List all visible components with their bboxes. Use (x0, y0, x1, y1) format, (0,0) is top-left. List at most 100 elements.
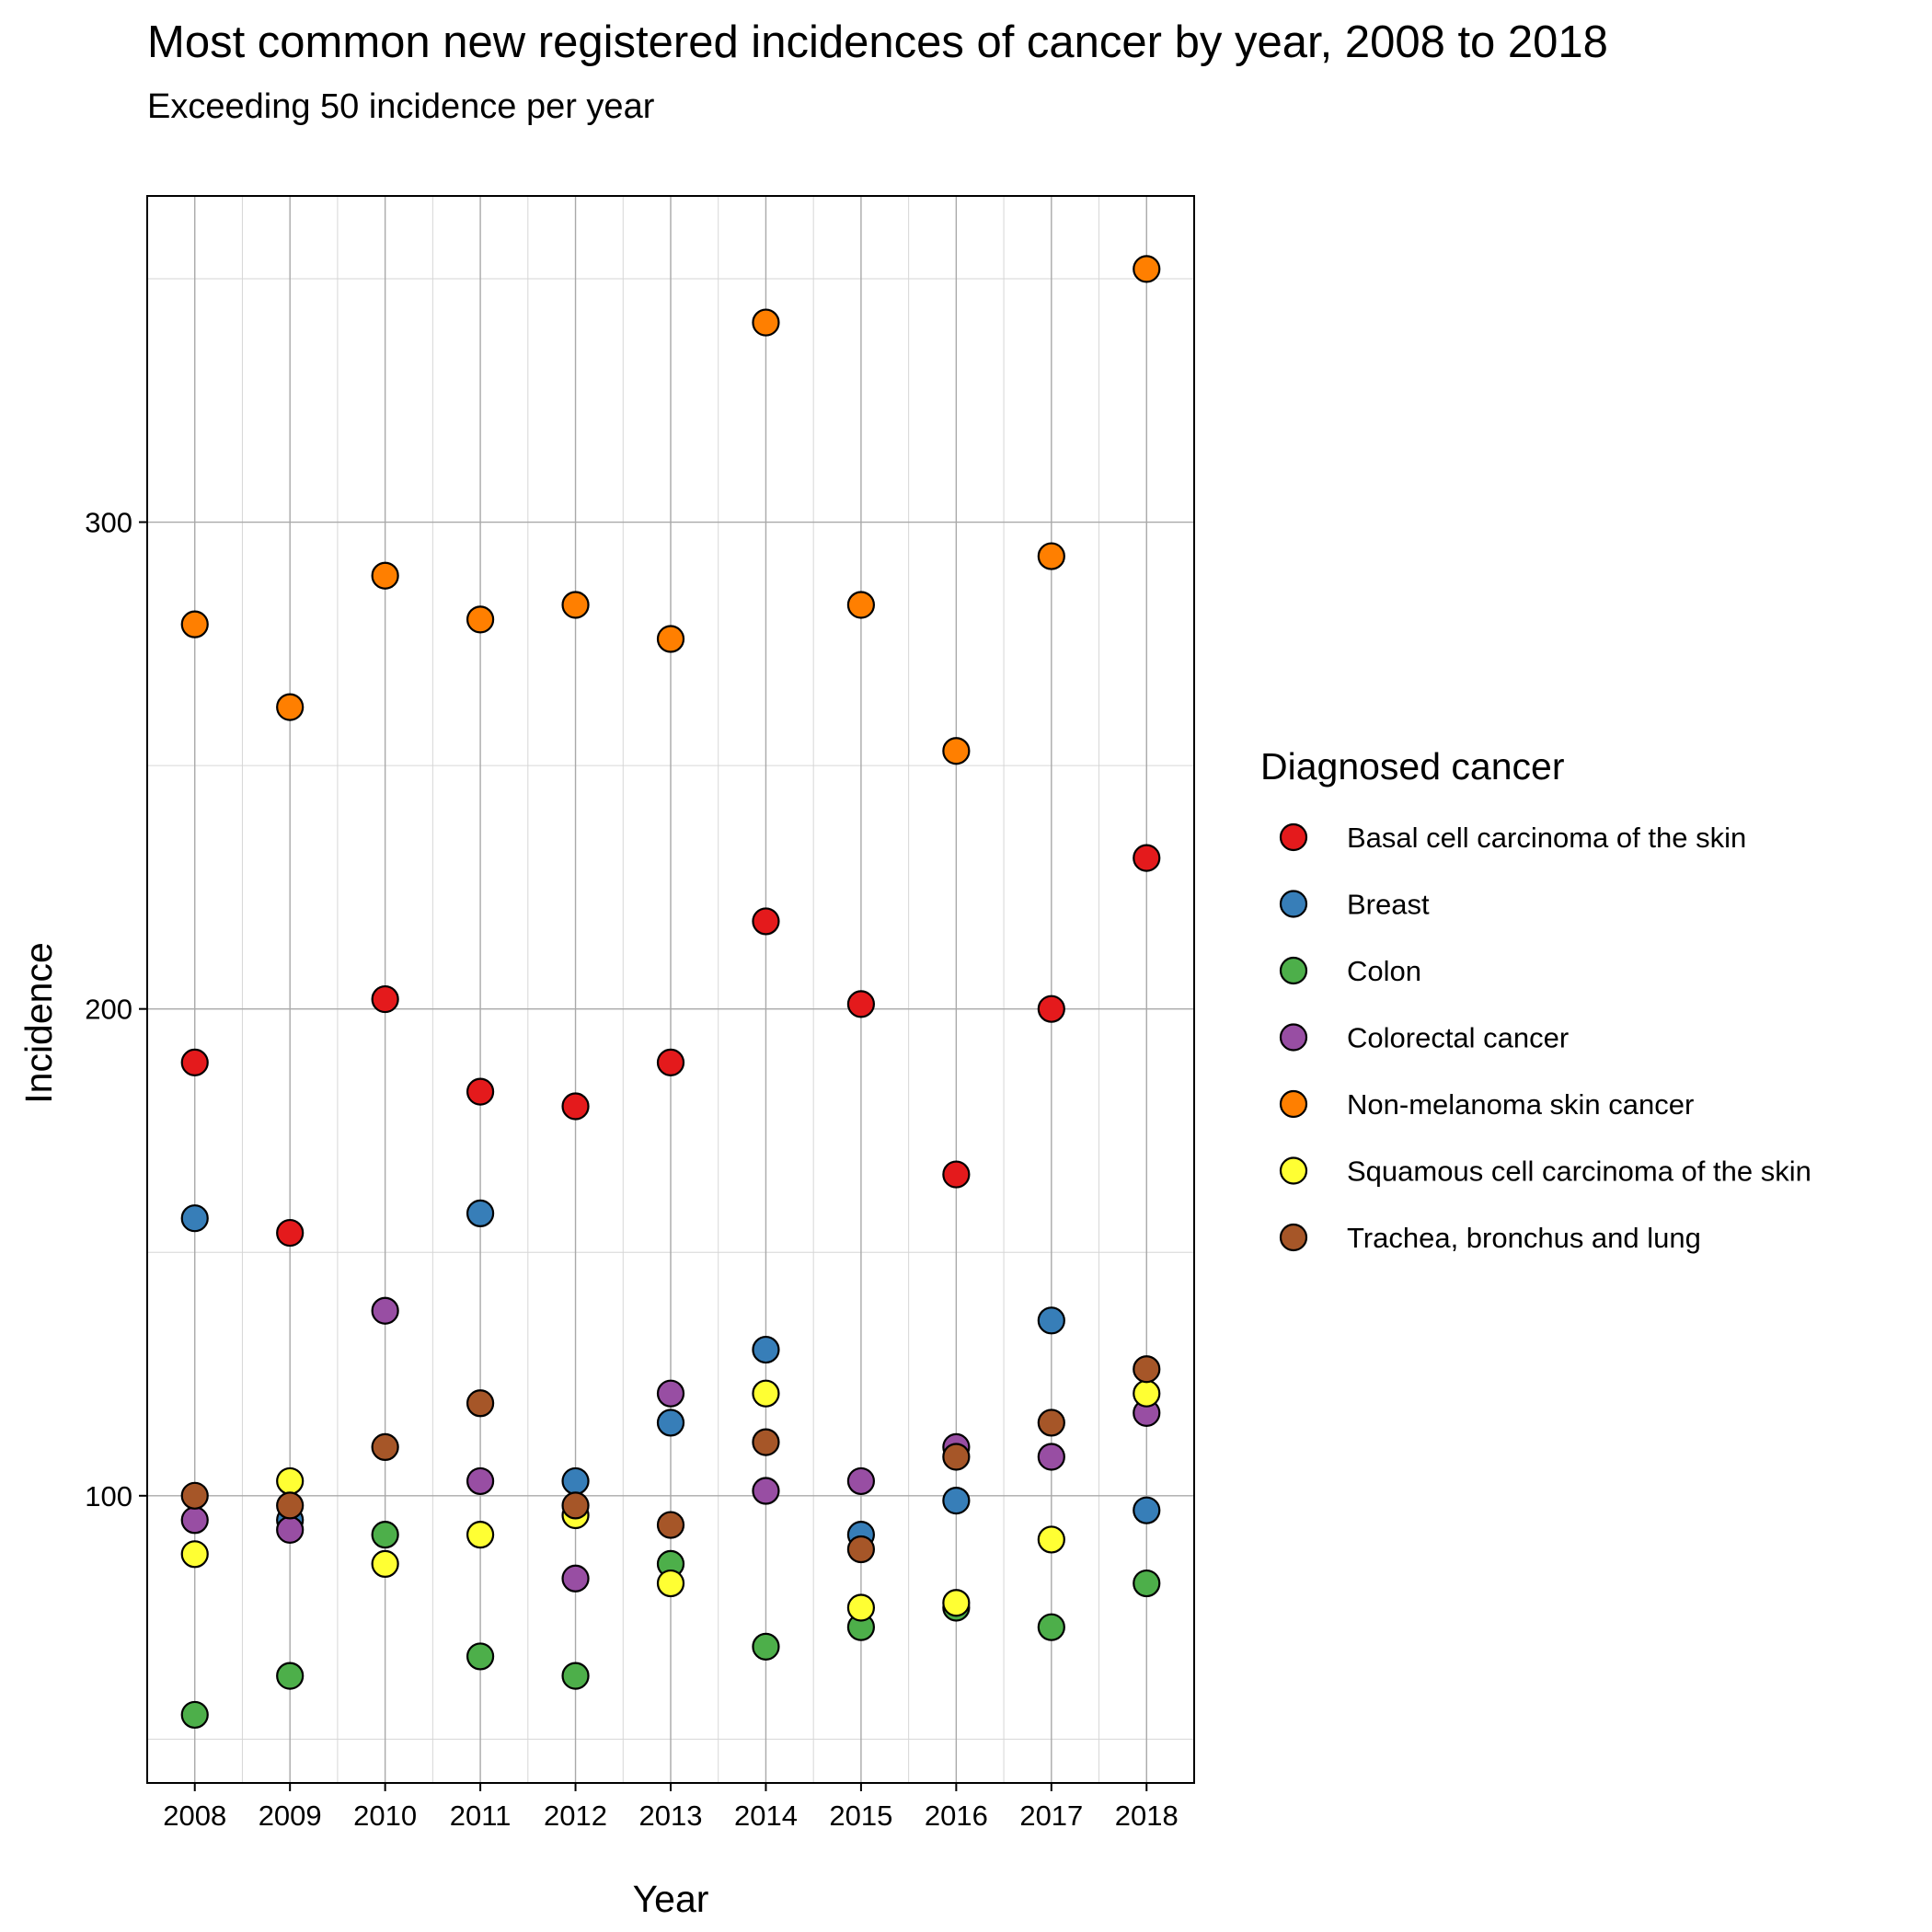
data-point (942, 1160, 971, 1189)
legend-key (1279, 1223, 1308, 1252)
data-point (466, 605, 495, 634)
data-point (180, 1540, 209, 1569)
data-point (656, 1569, 685, 1598)
x-tick-label: 2008 (163, 1800, 226, 1832)
x-tick-label: 2017 (1019, 1800, 1083, 1832)
data-point (1133, 1379, 1161, 1408)
data-point (752, 1632, 780, 1661)
data-point (180, 610, 209, 638)
data-point (466, 1466, 495, 1496)
x-axis-title: Year (633, 1878, 709, 1920)
x-tick-label: 2018 (1115, 1800, 1179, 1832)
legend-key (1279, 1089, 1308, 1119)
data-point (371, 1432, 399, 1461)
data-point (1133, 255, 1161, 283)
y-axis-title: Incidence (17, 942, 60, 1104)
data-point (276, 693, 305, 721)
data-point (371, 984, 399, 1014)
data-point (1037, 1613, 1065, 1641)
data-point (371, 1549, 399, 1578)
data-point (752, 1335, 780, 1364)
data-point (942, 1443, 971, 1471)
data-point (180, 1700, 209, 1730)
data-point (1037, 542, 1065, 570)
data-point (561, 1092, 590, 1121)
data-point (371, 1521, 399, 1549)
data-point (276, 1466, 305, 1496)
data-point (561, 1491, 590, 1520)
data-point (180, 1048, 209, 1076)
legend-label: Basal cell carcinoma of the skin (1347, 822, 1746, 854)
x-tick-label: 2013 (639, 1800, 703, 1832)
chart-subtitle: Exceeding 50 incidence per year (147, 87, 655, 126)
data-point (942, 737, 971, 765)
x-tick-label: 2009 (259, 1800, 322, 1832)
x-tick-label: 2012 (544, 1800, 607, 1832)
data-point (561, 1564, 590, 1593)
data-point (1037, 1525, 1065, 1554)
data-point (1133, 844, 1161, 872)
data-point (1133, 1355, 1161, 1384)
data-point (276, 1662, 305, 1690)
data-point (846, 1535, 876, 1564)
y-tick-label: 200 (85, 994, 132, 1026)
data-point (1037, 995, 1065, 1023)
legend-key (1279, 1156, 1308, 1185)
legend-label: Breast (1347, 889, 1430, 921)
data-point (561, 1466, 590, 1496)
data-point (1133, 1496, 1161, 1524)
legend-label: Non-melanoma skin cancer (1347, 1088, 1694, 1121)
data-point (561, 591, 590, 619)
data-point (656, 625, 685, 653)
y-tick-label: 300 (85, 507, 132, 539)
chart-title: Most common new registered incidences of… (147, 17, 1608, 67)
data-point (752, 308, 780, 337)
data-point (466, 1389, 495, 1418)
data-point (371, 561, 399, 590)
data-point (180, 1506, 209, 1535)
data-point (466, 1199, 495, 1228)
data-point (276, 1218, 305, 1248)
data-point (656, 1379, 685, 1408)
legend-key (1279, 822, 1308, 852)
legend-label: Squamous cell carcinoma of the skin (1347, 1156, 1811, 1188)
data-point (561, 1662, 590, 1690)
legend-label: Trachea, bronchus and lung (1347, 1222, 1701, 1254)
x-tick-label: 2016 (925, 1800, 988, 1832)
data-point (180, 1481, 209, 1510)
legend-key (1279, 890, 1308, 918)
data-points (180, 255, 1161, 1730)
data-point (1037, 1443, 1065, 1471)
data-point (846, 1466, 876, 1496)
data-point (846, 591, 876, 619)
axes: 2008 2009 2010 2011 2012 2013 2014 2015 2016 2017… (85, 507, 1178, 1832)
data-point (1037, 1409, 1065, 1437)
x-tick-label: 2011 (450, 1800, 512, 1832)
data-point (752, 1477, 780, 1505)
legend-label: Colorectal cancer (1347, 1022, 1569, 1054)
data-point (656, 1048, 685, 1076)
data-point (1133, 1569, 1161, 1598)
data-point (180, 1204, 209, 1233)
legend-key (1279, 956, 1308, 985)
x-tick-label: 2014 (734, 1800, 798, 1832)
x-tick-label: 2010 (353, 1800, 417, 1832)
data-point (466, 1077, 495, 1106)
data-point (466, 1521, 495, 1549)
data-point (656, 1409, 685, 1437)
data-point (752, 1379, 780, 1408)
grid (147, 196, 1194, 1783)
data-point (371, 1296, 399, 1325)
data-point (656, 1511, 685, 1539)
data-point (276, 1491, 305, 1520)
x-tick-label: 2015 (829, 1800, 892, 1832)
legend-key (1279, 1023, 1308, 1052)
y-tick-label: 100 (85, 1480, 132, 1512)
data-point (752, 907, 780, 936)
data-point (466, 1642, 495, 1671)
data-point (1037, 1306, 1065, 1335)
data-point (752, 1428, 780, 1456)
data-point (276, 1515, 305, 1544)
legend-title: Diagnosed cancer (1260, 745, 1564, 788)
data-point (846, 1593, 876, 1622)
